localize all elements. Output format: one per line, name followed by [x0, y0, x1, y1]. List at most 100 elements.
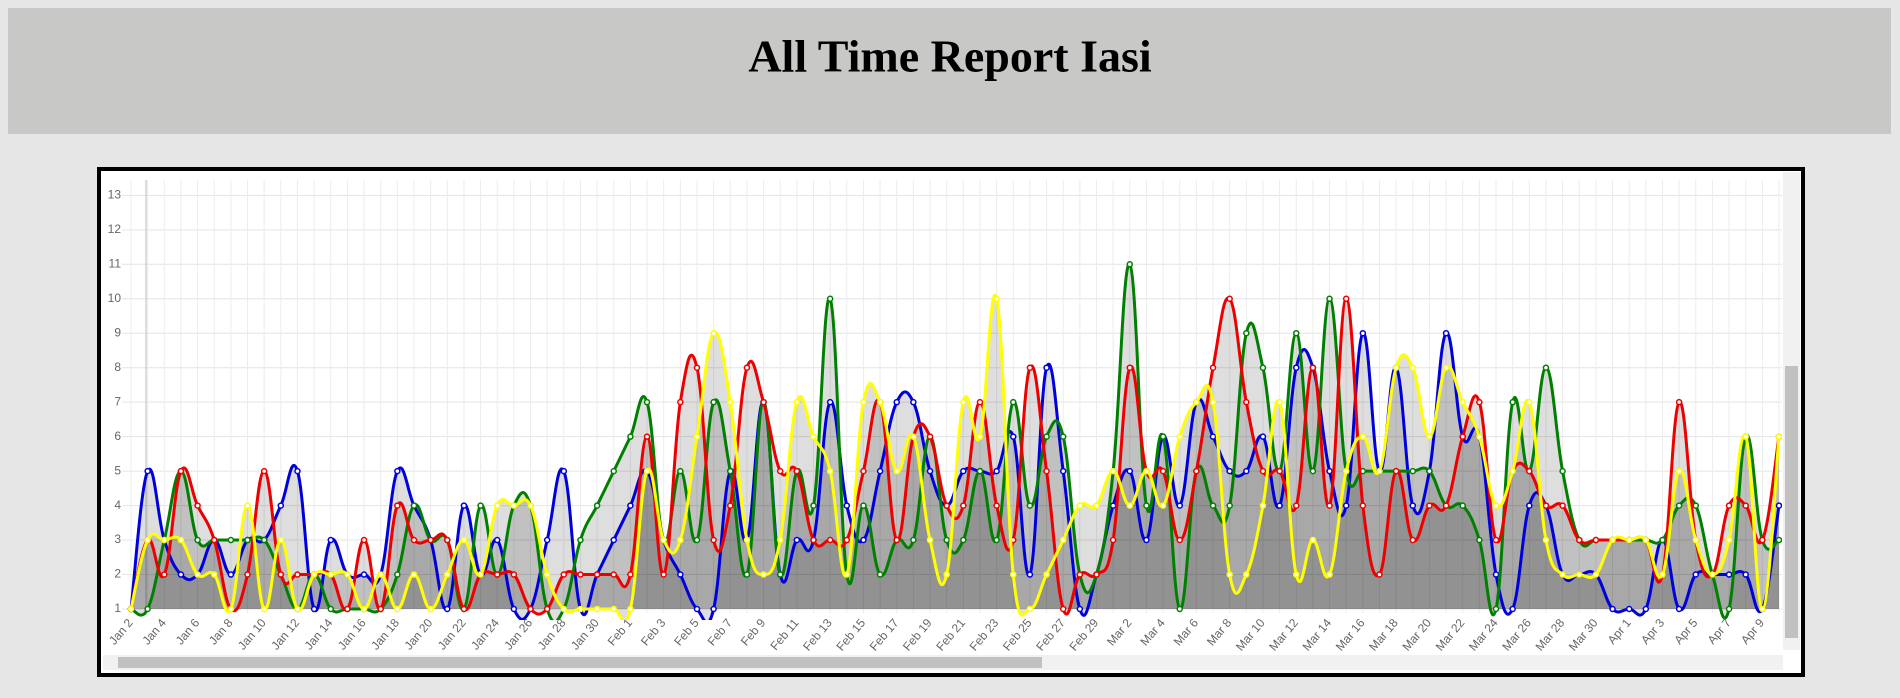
data-point [444, 605, 451, 613]
data-point [1692, 502, 1700, 509]
data-point [843, 536, 851, 544]
data-point [893, 398, 900, 406]
data-point [444, 536, 451, 544]
data-point [1243, 571, 1250, 578]
data-point [277, 536, 285, 544]
data-point [1575, 536, 1583, 544]
data-point [1026, 502, 1034, 509]
data-point [1293, 571, 1300, 578]
data-point [1342, 467, 1350, 475]
data-point [1426, 502, 1433, 509]
data-point [1625, 605, 1633, 613]
data-point [1243, 467, 1250, 475]
data-point [227, 571, 235, 578]
data-point [693, 364, 701, 371]
y-tick-label: 2 [114, 567, 121, 581]
v-scroll-thumb[interactable] [1785, 366, 1798, 638]
data-point [1043, 433, 1050, 440]
data-point [227, 605, 235, 613]
data-point [177, 467, 185, 475]
data-point [1459, 433, 1466, 440]
data-point [244, 571, 251, 578]
data-point [843, 502, 851, 509]
data-point [693, 433, 701, 440]
data-point [210, 571, 218, 578]
data-point [610, 536, 617, 544]
data-point [1759, 605, 1766, 613]
h-scroll-thumb[interactable] [118, 657, 1042, 668]
data-point [527, 605, 534, 613]
data-point [194, 536, 201, 544]
data-point [1076, 605, 1084, 613]
data-point [1342, 502, 1350, 509]
data-point [394, 467, 401, 475]
data-point [1193, 467, 1200, 475]
data-point [1392, 467, 1400, 475]
data-point [144, 605, 151, 613]
data-point [1526, 467, 1533, 475]
data-point [1293, 329, 1300, 337]
data-point [1675, 605, 1683, 613]
data-point [643, 398, 651, 406]
y-tick-label: 5 [114, 463, 121, 477]
data-point [1725, 536, 1733, 544]
data-point [1109, 502, 1117, 509]
data-point [1059, 467, 1067, 475]
data-point [444, 571, 451, 578]
data-point [1775, 433, 1782, 440]
data-point [577, 536, 584, 544]
data-point [643, 433, 651, 440]
data-point [327, 605, 335, 613]
data-point [593, 605, 601, 613]
data-point [1226, 571, 1233, 578]
data-point [427, 605, 434, 613]
data-point [144, 536, 151, 544]
data-point [1126, 364, 1134, 371]
data-point [1759, 536, 1766, 544]
y-tick-label: 13 [108, 188, 122, 202]
data-point [1293, 502, 1300, 509]
data-point [1026, 364, 1034, 371]
data-point [1509, 467, 1516, 475]
data-point [560, 605, 568, 613]
data-point [1159, 433, 1167, 440]
data-point [1409, 364, 1417, 371]
data-point [760, 398, 767, 406]
data-point [1625, 536, 1633, 544]
data-point [627, 433, 634, 440]
data-point [177, 536, 185, 544]
data-point [1426, 433, 1433, 440]
data-point [1775, 536, 1782, 544]
data-point [710, 536, 717, 544]
data-point [1526, 502, 1533, 509]
data-point [910, 398, 917, 406]
y-tick-label: 6 [114, 429, 121, 443]
data-point [727, 467, 734, 475]
data-point [1559, 502, 1566, 509]
data-point [1209, 364, 1217, 371]
data-point [1376, 571, 1383, 578]
data-point [943, 502, 950, 509]
data-point [677, 467, 684, 475]
data-point [327, 571, 335, 578]
data-point [377, 605, 384, 613]
data-point [1159, 502, 1167, 509]
plot-area [127, 261, 1782, 620]
data-point [926, 433, 934, 440]
data-point [1309, 536, 1317, 544]
data-point [960, 536, 967, 544]
data-point [260, 605, 268, 613]
data-point [876, 467, 884, 475]
data-point [860, 398, 867, 406]
data-point [1326, 467, 1333, 475]
data-point [1226, 295, 1233, 303]
data-point [493, 502, 501, 509]
data-point [610, 605, 617, 613]
data-point [1043, 364, 1050, 371]
data-point [893, 467, 900, 475]
data-point [810, 433, 817, 440]
data-point [1209, 433, 1217, 440]
data-point [1442, 502, 1450, 509]
data-point [460, 536, 468, 544]
